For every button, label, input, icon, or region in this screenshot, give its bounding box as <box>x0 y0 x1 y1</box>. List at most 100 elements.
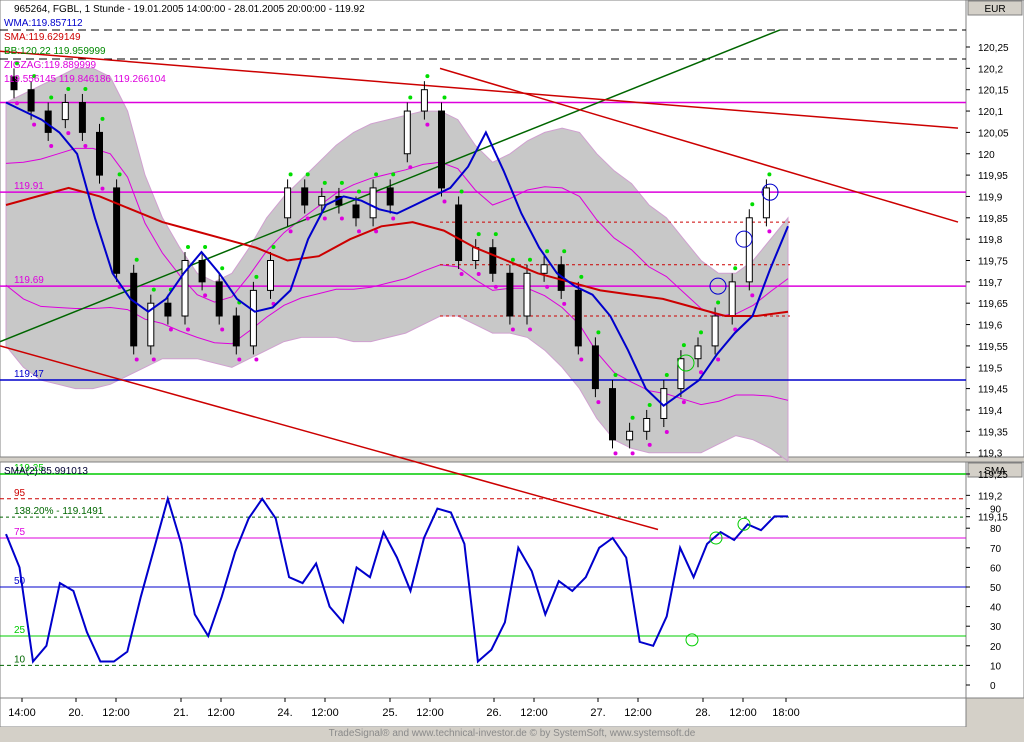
envelope-upper-line <box>5 147 789 317</box>
signal-dot-magenta <box>288 229 293 234</box>
signal-dot-green <box>49 95 54 100</box>
price-tick-label: 120,05 <box>978 128 1009 139</box>
candle-body <box>506 272 514 317</box>
candle-body <box>113 187 121 274</box>
indicator-tick-label: 80 <box>990 524 1002 535</box>
signal-dot-green <box>647 402 652 407</box>
price-tick-label: 119,65 <box>978 299 1008 310</box>
signal-dot-green <box>357 189 361 194</box>
signal-dot-green <box>528 257 532 262</box>
candle-body <box>643 417 651 432</box>
signal-dot-green <box>83 86 88 91</box>
signal-dot-green <box>288 172 293 177</box>
candle-body <box>403 110 411 155</box>
candle-body <box>711 315 719 347</box>
signal-dot-green <box>117 172 122 177</box>
candle-body <box>267 260 274 291</box>
candle-body <box>489 247 497 274</box>
signal-dot-magenta <box>459 272 464 277</box>
indicator-level-label: 50 <box>14 576 26 587</box>
chart-title: 965264, FGBL, 1 Stunde - 19.01.2005 14:0… <box>14 4 365 15</box>
time-axis <box>0 697 967 728</box>
signal-dot-green <box>32 74 37 79</box>
indicator-tick-label: 10 <box>990 661 1002 672</box>
price-tick-label: 119,5 <box>978 363 1003 374</box>
indicator-panel <box>0 461 967 699</box>
candle-body <box>386 187 394 206</box>
pattern-circle <box>735 230 753 248</box>
indicator-tick-label: 60 <box>990 563 1002 574</box>
indicator-axis-label: SMA <box>984 466 1006 477</box>
signal-dot-magenta <box>186 327 190 332</box>
signal-dot-green <box>699 330 703 335</box>
candle-body <box>198 260 206 283</box>
pattern-circle <box>761 183 779 201</box>
indicator-tick-label: 20 <box>990 642 1002 653</box>
signal-dot-green <box>459 189 464 194</box>
signal-dot-green <box>476 232 481 237</box>
indicator-level-label: 75 <box>14 527 26 538</box>
candle-body <box>591 345 599 390</box>
signal-dot-magenta <box>699 370 703 375</box>
signal-dot-magenta <box>254 357 259 362</box>
sma-line <box>5 186 789 317</box>
signal-dot-magenta <box>220 327 225 332</box>
signal-dot-green <box>493 232 498 237</box>
legend-bb: BB:120.22 119.959999 <box>4 46 106 57</box>
price-tick-label: 120,25 <box>978 43 1009 54</box>
candle-body <box>677 358 685 390</box>
price-tick-label: 120 <box>978 150 995 161</box>
signal-dot-green <box>186 244 190 249</box>
signal-dot-magenta <box>750 293 755 298</box>
indicator-tick-label: 30 <box>990 622 1002 633</box>
candle-body <box>438 110 445 189</box>
signal-dot-magenta <box>528 327 532 332</box>
signal-dot-magenta <box>237 357 242 362</box>
signal-dot-green <box>630 415 635 420</box>
candle-body <box>301 187 309 206</box>
candle-body <box>284 187 292 219</box>
candle-body <box>10 76 18 91</box>
signal-dot-green <box>220 266 225 271</box>
candle-body <box>181 260 189 317</box>
candle-body <box>130 272 138 347</box>
signal-dot-magenta <box>357 229 361 234</box>
signal-dot-magenta <box>476 272 481 277</box>
price-tick-label: 119,35 <box>978 427 1008 438</box>
signal-dot-magenta <box>716 357 721 362</box>
signal-dot-green <box>408 95 413 100</box>
candle-body <box>523 272 531 317</box>
time-tick-label: 12:00 <box>729 707 757 719</box>
price-tick-label: 119,45 <box>978 385 1008 396</box>
signal-dot-green <box>374 172 379 177</box>
candle-body <box>61 102 69 121</box>
price-tick-label: 119,4 <box>978 406 1003 417</box>
signal-dot-magenta <box>168 327 173 332</box>
signal-dot-magenta <box>83 143 88 148</box>
signal-dot-magenta <box>562 301 567 306</box>
signal-dot-green <box>613 373 618 378</box>
signal-dot-green <box>510 257 515 262</box>
signal-dot-magenta <box>493 284 498 289</box>
time-tick-label: 12:00 <box>207 707 235 719</box>
price-tick-label: 119,7 <box>978 278 1003 289</box>
downtrend-channel-upper <box>0 50 959 129</box>
signal-dot-magenta <box>203 293 208 298</box>
price-tick-label: 119,6 <box>978 321 1003 332</box>
time-tick-label: 12:00 <box>102 707 130 719</box>
price-tick-label: 119,85 <box>978 214 1008 225</box>
level-label: 119.47 <box>14 369 44 380</box>
signal-dot-green <box>100 116 105 121</box>
price-tick-label: 119,55 <box>978 342 1008 353</box>
wma-line <box>5 101 789 407</box>
price-tick-label: 119,75 <box>978 257 1008 268</box>
signal-dot-green <box>305 172 310 177</box>
time-tick-label: 12:00 <box>311 707 339 719</box>
price-tick-label: 119,95 <box>978 171 1008 182</box>
candle-body <box>215 281 223 317</box>
signal-dot-magenta <box>100 186 105 191</box>
indicator-axis <box>965 461 1024 699</box>
signal-dot-green <box>339 180 344 185</box>
price-tick-label: 120,1 <box>978 107 1003 118</box>
signal-dot-green <box>562 249 567 254</box>
